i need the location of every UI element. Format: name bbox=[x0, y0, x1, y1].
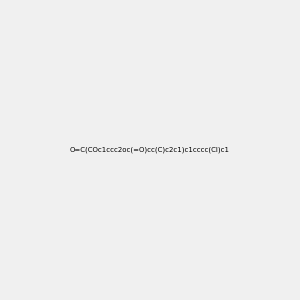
Text: O=C(COc1ccc2oc(=O)cc(C)c2c1)c1cccc(Cl)c1: O=C(COc1ccc2oc(=O)cc(C)c2c1)c1cccc(Cl)c1 bbox=[70, 147, 230, 153]
